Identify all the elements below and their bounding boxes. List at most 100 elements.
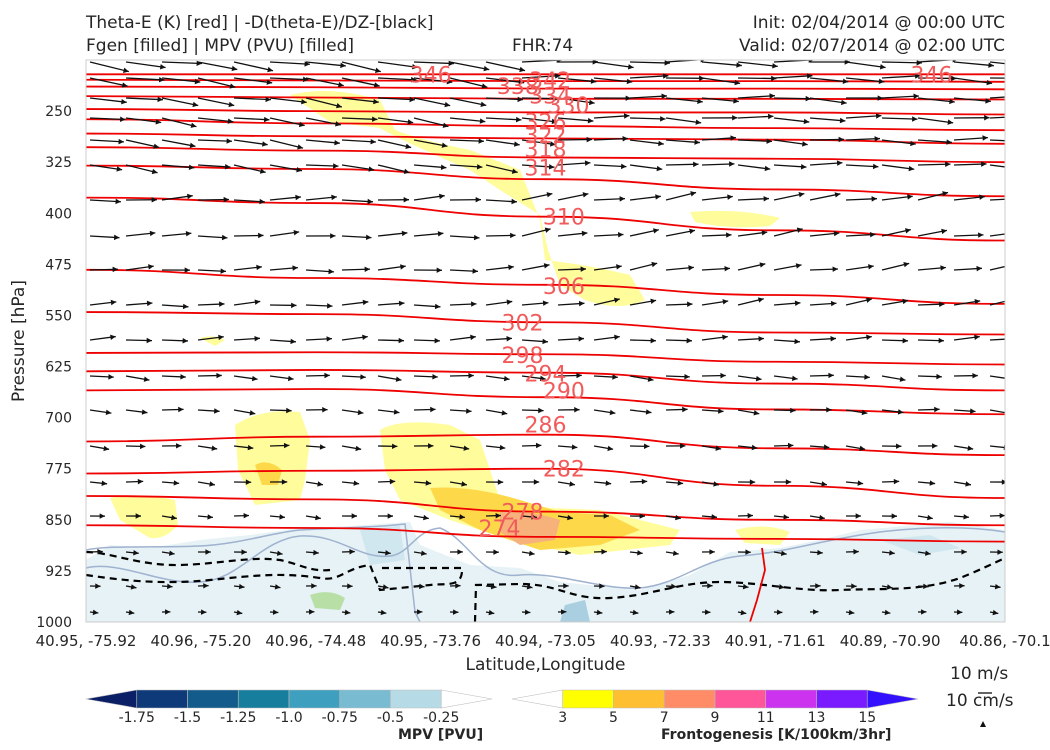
wind-vector <box>197 77 236 89</box>
wind-vector <box>89 266 119 273</box>
wind-vector <box>485 479 504 485</box>
wind-vector <box>629 550 643 556</box>
wind-vector <box>341 374 366 380</box>
wind-vector <box>953 372 978 379</box>
wind-vector <box>701 408 724 414</box>
wind-vector <box>161 374 186 380</box>
wind-vector <box>593 196 625 202</box>
wind-vector <box>593 445 614 452</box>
wind-vector <box>449 372 474 379</box>
reference-vector-horizontal: 10 m/s <box>950 664 1009 684</box>
wind-vector <box>809 300 837 307</box>
wind-vector <box>413 267 443 273</box>
wind-vector <box>809 549 823 556</box>
fgen-colorbar-tick: 3 <box>558 710 567 726</box>
wind-vector <box>413 97 451 108</box>
wind-vector <box>161 583 173 590</box>
wind-vector <box>953 61 994 68</box>
wind-vector <box>233 512 250 519</box>
wind-vector <box>557 230 588 237</box>
title-left-line1: Theta-E (K) [red] | -D(theta-E)/DZ-[blac… <box>86 13 434 33</box>
mpv-colorbar-swatch <box>85 689 138 709</box>
wind-vector <box>197 372 222 379</box>
wind-vector <box>377 164 410 175</box>
wind-vector <box>521 609 531 615</box>
wind-vector <box>665 443 686 449</box>
wind-vector <box>89 97 127 105</box>
filled-region <box>735 526 790 545</box>
wind-vector <box>89 409 112 416</box>
wind-vector <box>557 549 571 556</box>
wind-vector <box>485 61 526 73</box>
surface-outline <box>86 527 1005 589</box>
wind-vector <box>413 303 441 310</box>
wind-vector <box>269 76 309 83</box>
wind-vector <box>269 117 305 128</box>
wind-vector <box>989 139 1005 142</box>
wind-vector <box>881 261 910 271</box>
wind-vector <box>701 583 713 589</box>
wind-vector <box>773 192 805 201</box>
wind-vector <box>125 230 156 237</box>
wind-vector <box>665 514 681 521</box>
wind-vector <box>845 136 880 142</box>
wind-vector <box>485 232 516 239</box>
fgen-colorbar-swatch <box>816 689 868 709</box>
wind-vector <box>449 549 463 555</box>
wind-vector <box>737 262 766 271</box>
wind-vector <box>449 408 472 414</box>
theta-e-contour-layer <box>86 73 1005 622</box>
filled-region <box>690 210 780 228</box>
y-tick-label: 850 <box>45 513 72 529</box>
wind-vector <box>701 61 742 68</box>
wind-vector <box>377 76 417 83</box>
wind-vector <box>449 164 483 170</box>
wind-vector <box>125 300 153 307</box>
wind-vector <box>809 230 840 237</box>
theta-e-label: 278 <box>502 501 544 526</box>
wind-vector <box>341 234 372 241</box>
wind-vector <box>953 161 987 167</box>
wind-vector <box>629 478 648 485</box>
plot-frame <box>85 59 1006 623</box>
wind-vector <box>377 409 400 415</box>
mpv-colorbar-swatch <box>237 689 290 709</box>
wind-vector <box>917 301 945 307</box>
wind-vector <box>521 95 560 102</box>
wind-vector <box>341 480 360 486</box>
stability-dashed-contour <box>473 556 1005 622</box>
wind-vector <box>449 196 482 203</box>
wind-vector <box>917 337 945 344</box>
wind-vector <box>341 549 355 555</box>
mpv-colorbar-swatch <box>339 689 391 709</box>
wind-vector <box>341 77 380 88</box>
wind-vector <box>269 61 310 67</box>
wind-vector <box>701 265 730 272</box>
wind-vector <box>305 194 337 201</box>
wind-vector <box>449 583 461 589</box>
wind-vector <box>953 549 967 555</box>
theta-e-label: 330 <box>547 94 589 119</box>
wind-vector <box>881 337 909 344</box>
fgen-colorbar-swatch <box>562 689 614 709</box>
wind-vector <box>557 266 587 272</box>
wind-vector-layer <box>89 60 1005 616</box>
fgen-colorbar-swatch <box>613 689 665 709</box>
wind-vector <box>89 480 108 486</box>
wind-vector <box>269 609 279 615</box>
wind-vector <box>413 550 427 556</box>
wind-vector <box>305 97 343 109</box>
fgen-colorbar-tick: 13 <box>808 710 826 726</box>
wind-vector <box>737 549 751 555</box>
wind-vector <box>701 372 726 379</box>
wind-vector <box>305 268 334 275</box>
filled-region <box>560 600 590 622</box>
wind-vector <box>197 268 226 274</box>
wind-vector <box>809 136 845 143</box>
wind-vector <box>485 583 497 590</box>
wind-vector <box>665 60 706 63</box>
mpv-colorbar-tick: -1.0 <box>275 710 302 726</box>
wind-vector <box>881 298 909 306</box>
theta-e-label: 342 <box>529 69 571 94</box>
filled-region <box>290 91 645 306</box>
